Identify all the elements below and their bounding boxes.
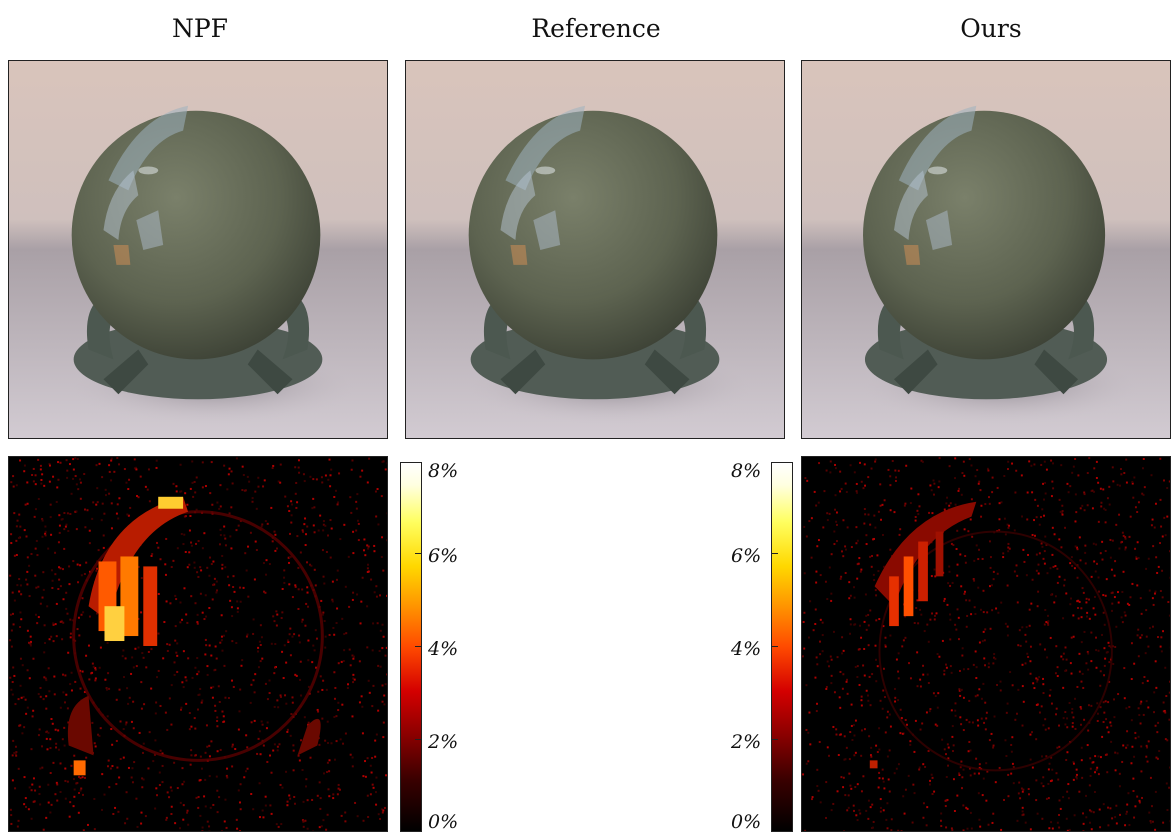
- ours-error-map: [801, 456, 1171, 832]
- colorbar-left: [400, 462, 422, 832]
- colorbar-right-label-6: 6%: [731, 546, 761, 566]
- title-reference: Reference: [406, 14, 786, 43]
- title-ours: Ours: [801, 14, 1171, 43]
- reference-render-image: [405, 60, 785, 439]
- colorbar-right-label-2: 2%: [731, 732, 761, 752]
- colorbar-right: [771, 462, 793, 832]
- colorbar-left-label-2: 2%: [428, 732, 458, 752]
- colorbar-right-label-4: 4%: [731, 639, 761, 659]
- colorbar-right-tick: [771, 553, 778, 554]
- colorbar-right-tick: [771, 646, 778, 647]
- npf-render-image: [8, 60, 388, 439]
- colorbar-left-label-8: 8%: [428, 461, 458, 481]
- colorbar-left-tick: [415, 646, 422, 647]
- colorbar-left-tick: [415, 739, 422, 740]
- colorbar-right-tick: [771, 739, 778, 740]
- colorbar-left-label-6: 6%: [428, 546, 458, 566]
- colorbar-right-label-0: 0%: [731, 812, 761, 832]
- title-npf: NPF: [10, 14, 390, 43]
- colorbar-left-label-0: 0%: [428, 812, 458, 832]
- colorbar-right-label-8: 8%: [731, 461, 761, 481]
- colorbar-left-label-4: 4%: [428, 639, 458, 659]
- npf-error-map: [8, 456, 388, 832]
- ours-render-image: [801, 60, 1171, 439]
- colorbar-left-tick: [415, 553, 422, 554]
